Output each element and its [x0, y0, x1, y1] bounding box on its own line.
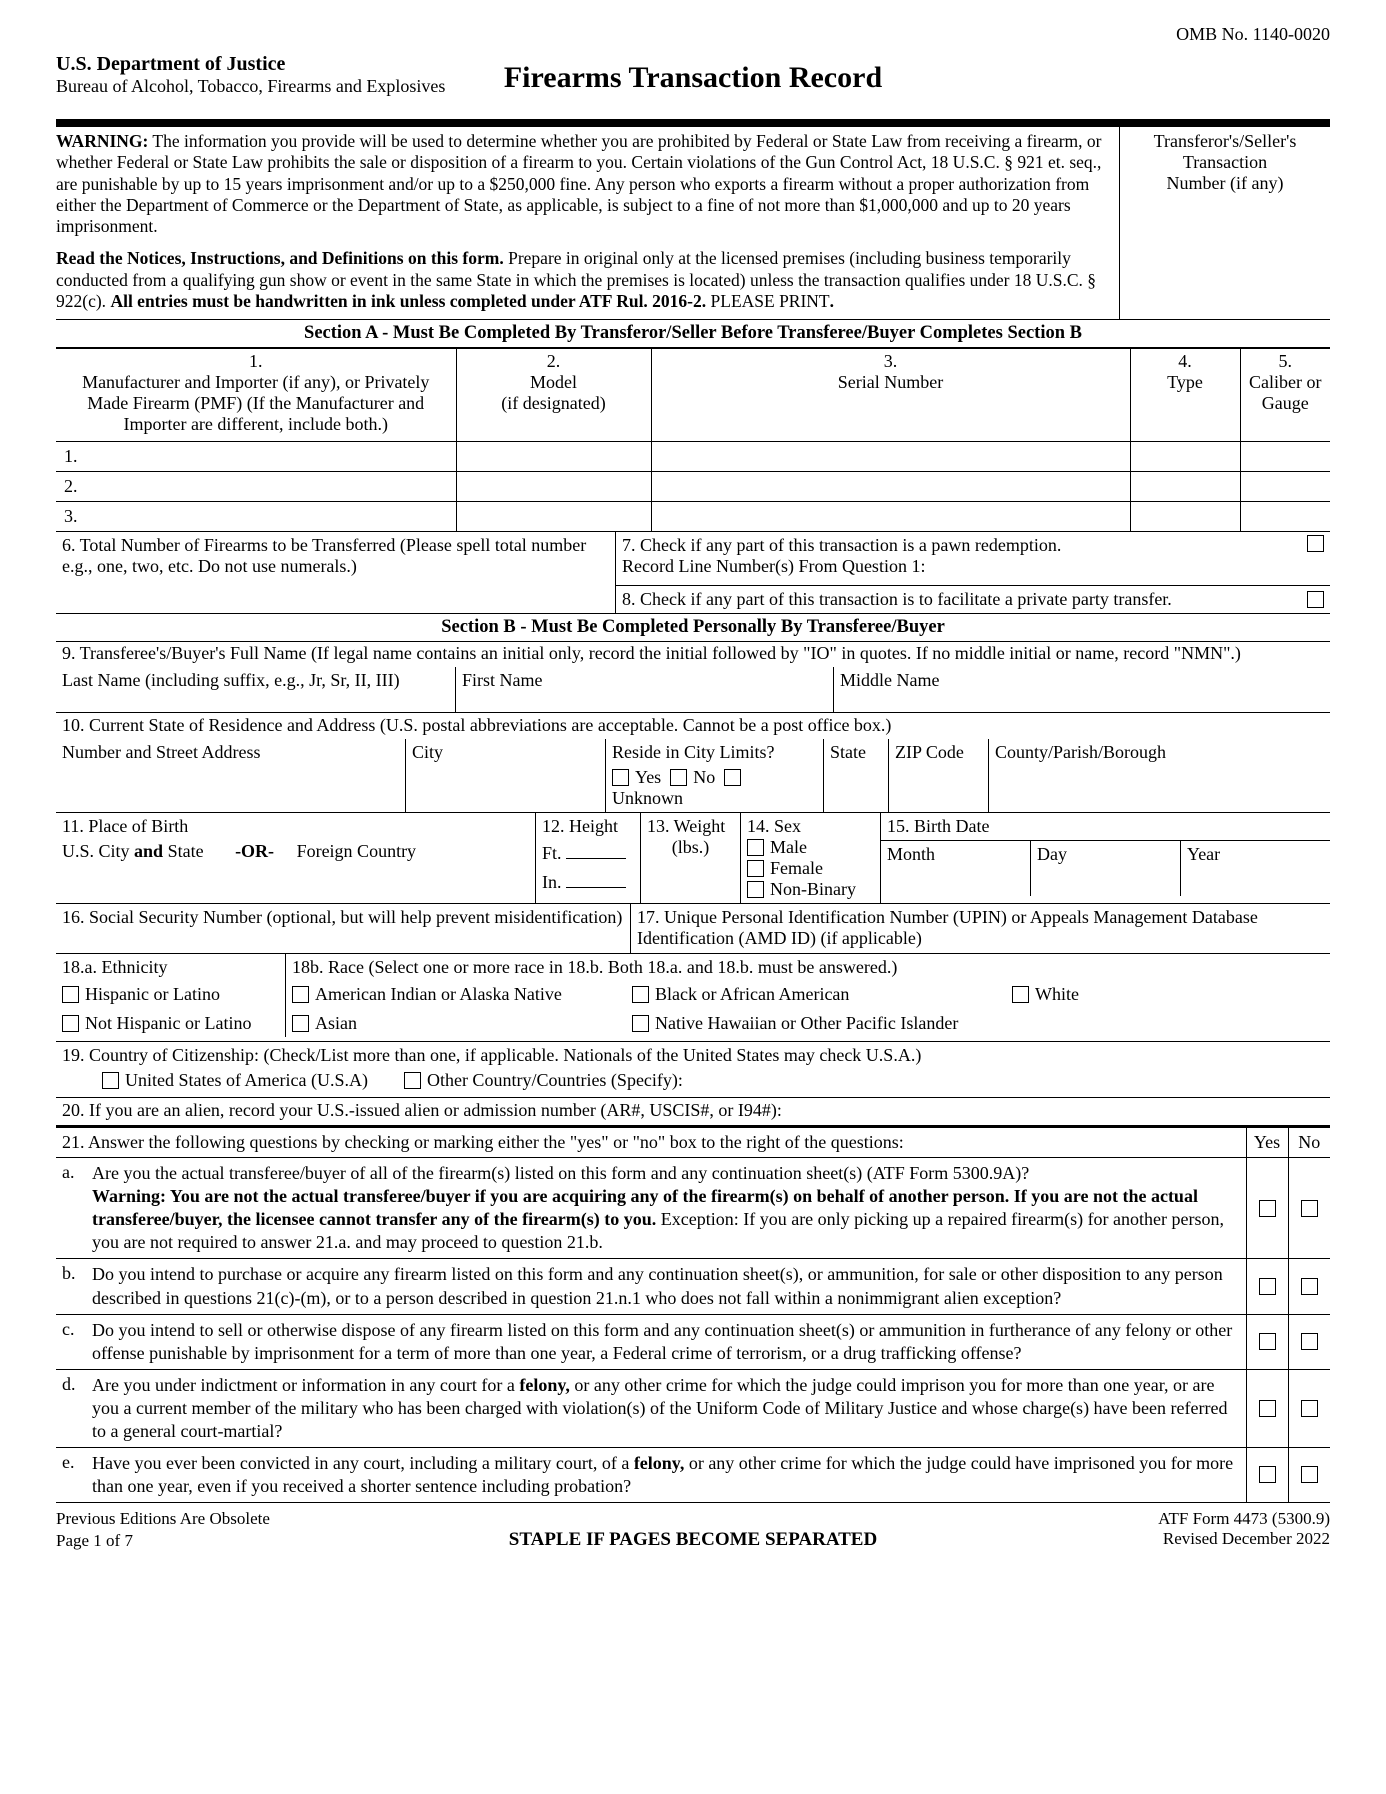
q17[interactable]: 17. Unique Personal Identification Numbe…: [631, 904, 1330, 953]
footer-revised: Revised December 2022: [1030, 1529, 1330, 1549]
q10-reside: Reside in City Limits?: [612, 742, 817, 763]
q20[interactable]: 20. If you are an alien, record your U.S…: [56, 1098, 1330, 1126]
q19-other-checkbox[interactable]: [404, 1072, 421, 1089]
q16[interactable]: 16. Social Security Number (optional, bu…: [56, 904, 631, 953]
q21a: Are you the actual transferee/buyer of a…: [86, 1158, 1246, 1259]
footer-staple: STAPLE IF PAGES BECOME SEPARATED: [356, 1529, 1030, 1551]
q10-state[interactable]: State: [824, 739, 889, 812]
q7a: 7. Check if any part of this transaction…: [622, 535, 1061, 556]
q7b: Record Line Number(s) From Question 1:: [622, 556, 1061, 577]
q19-usa-checkbox[interactable]: [102, 1072, 119, 1089]
table-row: 3.: [56, 502, 1330, 532]
q10-fields: Number and Street Address City Reside in…: [56, 739, 1330, 813]
warning-block: WARNING: The information you provide wil…: [56, 119, 1330, 320]
q6: 6. Total Number of Firearms to be Transf…: [56, 532, 616, 613]
q21e-yes-checkbox[interactable]: [1259, 1466, 1276, 1483]
omb-number: OMB No. 1140-0020: [56, 24, 1330, 45]
page: OMB No. 1140-0020 U.S. Department of Jus…: [0, 0, 1386, 1591]
firearm-table: 1. Manufacturer and Importer (if any), or…: [56, 348, 1330, 532]
section-b-header: Section B - Must Be Completed Personally…: [56, 614, 1330, 642]
q10-city[interactable]: City: [406, 739, 606, 812]
warning-label: WARNING:: [56, 131, 148, 151]
q21b-no-checkbox[interactable]: [1301, 1278, 1318, 1295]
q18a-hispanic-checkbox[interactable]: [62, 986, 79, 1003]
q21c-yes-checkbox[interactable]: [1259, 1333, 1276, 1350]
q12-in-input[interactable]: [566, 868, 626, 888]
q10-yes-checkbox[interactable]: [612, 769, 629, 786]
footer: Previous Editions Are Obsolete Page 1 of…: [56, 1509, 1330, 1551]
q19: 19. Country of Citizenship: (Check/List …: [62, 1045, 1324, 1066]
q21b: Do you intend to purchase or acquire any…: [86, 1259, 1246, 1314]
q18-row: 18.a. Ethnicity Hispanic or Latino Not H…: [56, 954, 1330, 1042]
q15-day[interactable]: Day: [1031, 841, 1181, 896]
q9-name-fields: Last Name (including suffix, e.g., Jr, S…: [56, 667, 1330, 713]
q21-header: 21. Answer the following questions by ch…: [56, 1127, 1246, 1158]
q14-male-checkbox[interactable]: [747, 839, 764, 856]
q21e: Have you ever been convicted in any cour…: [86, 1447, 1246, 1502]
q14-female-checkbox[interactable]: [747, 860, 764, 877]
col1-header: Manufacturer and Importer (if any), or P…: [82, 372, 429, 434]
q18b-white-checkbox[interactable]: [1012, 986, 1029, 1003]
q21e-no-checkbox[interactable]: [1301, 1466, 1318, 1483]
q18b-ba-checkbox[interactable]: [632, 986, 649, 1003]
q10-county[interactable]: County/Parish/Borough: [989, 739, 1330, 812]
q9-last[interactable]: Last Name (including suffix, e.g., Jr, S…: [56, 667, 456, 712]
q8: 8. Check if any part of this transaction…: [622, 589, 1172, 610]
q18a-nothispanic-checkbox[interactable]: [62, 1015, 79, 1032]
warning-text: WARNING: The information you provide wil…: [56, 131, 1111, 238]
q9: 9. Transferee's/Buyer's Full Name (If le…: [56, 642, 1330, 667]
q14: 14. Sex: [747, 816, 874, 837]
q21d: Are you under indictment or information …: [86, 1369, 1246, 1447]
q13: 13. Weight: [647, 816, 734, 837]
q15-year[interactable]: Year: [1181, 841, 1330, 896]
q19-block: 19. Country of Citizenship: (Check/List …: [56, 1042, 1330, 1098]
q21c-no-checkbox[interactable]: [1301, 1333, 1318, 1350]
q9-first[interactable]: First Name: [456, 667, 834, 712]
q12: 12. Height: [542, 816, 634, 837]
q12-ft-input[interactable]: [566, 839, 626, 859]
footer-form-number: ATF Form 4473 (5300.9): [1030, 1509, 1330, 1529]
q18b-asian-checkbox[interactable]: [292, 1015, 309, 1032]
transferor-number-box: Transferor's/Seller's Transaction Number…: [1120, 127, 1330, 319]
q18b: 18b. Race (Select one or more race in 18…: [292, 957, 1324, 978]
table-row: 2.: [56, 472, 1330, 502]
q11: 11. Place of Birth: [62, 816, 529, 837]
q15: 15. Birth Date: [881, 813, 1330, 840]
q8-checkbox[interactable]: [1307, 591, 1324, 608]
q7-checkbox[interactable]: [1307, 535, 1324, 552]
q21c: Do you intend to sell or otherwise dispo…: [86, 1314, 1246, 1369]
q18a: 18.a. Ethnicity: [62, 957, 279, 978]
q18b-nh-checkbox[interactable]: [632, 1015, 649, 1032]
q14-nonbinary-checkbox[interactable]: [747, 881, 764, 898]
q6-q7-row: 6. Total Number of Firearms to be Transf…: [56, 532, 1330, 614]
q11-15-row: 11. Place of Birth U.S. City and State -…: [56, 813, 1330, 904]
department: U.S. Department of Justice: [56, 53, 445, 76]
q16-17-row: 16. Social Security Number (optional, bu…: [56, 904, 1330, 954]
table-row: 1.: [56, 442, 1330, 472]
bureau: Bureau of Alcohol, Tobacco, Firearms and…: [56, 76, 445, 97]
section-a-header: Section A - Must Be Completed By Transfe…: [56, 320, 1330, 348]
q21a-no-checkbox[interactable]: [1301, 1200, 1318, 1217]
q9-middle[interactable]: Middle Name: [834, 667, 1330, 712]
footer-page: Page 1 of 7: [56, 1531, 356, 1551]
q21-table: 21. Answer the following questions by ch…: [56, 1126, 1330, 1502]
q21d-yes-checkbox[interactable]: [1259, 1400, 1276, 1417]
q10-no-checkbox[interactable]: [670, 769, 687, 786]
footer-previous: Previous Editions Are Obsolete: [56, 1509, 356, 1529]
q10-zip[interactable]: ZIP Code: [889, 739, 989, 812]
q18b-ai-checkbox[interactable]: [292, 986, 309, 1003]
q21d-no-checkbox[interactable]: [1301, 1400, 1318, 1417]
q21b-yes-checkbox[interactable]: [1259, 1278, 1276, 1295]
q10-addr[interactable]: Number and Street Address: [56, 739, 406, 812]
no-header: No: [1288, 1127, 1330, 1158]
yes-header: Yes: [1246, 1127, 1288, 1158]
q15-month[interactable]: Month: [881, 841, 1031, 896]
read-notices: Read the Notices, Instructions, and Defi…: [56, 248, 1111, 314]
q10: 10. Current State of Residence and Addre…: [56, 713, 1330, 739]
q10-unknown-checkbox[interactable]: [724, 769, 741, 786]
q21a-yes-checkbox[interactable]: [1259, 1200, 1276, 1217]
